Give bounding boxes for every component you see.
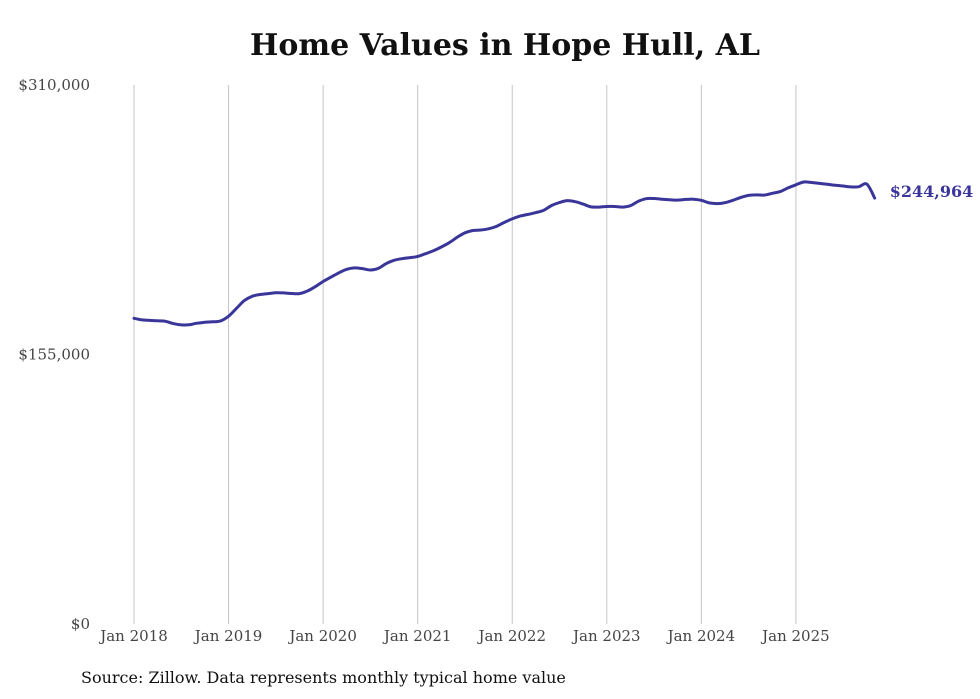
x-tick-label: Jan 2025 xyxy=(760,627,830,645)
x-tick-label: Jan 2023 xyxy=(571,627,641,645)
y-tick-label: $155,000 xyxy=(18,346,90,364)
x-tick-label: Jan 2019 xyxy=(193,627,263,645)
x-tick-label: Jan 2018 xyxy=(98,627,168,645)
source-note: Source: Zillow. Data represents monthly … xyxy=(81,668,566,687)
y-axis-ticks: $0 $155,000 $310,000 xyxy=(18,76,90,633)
grid-lines xyxy=(133,85,797,624)
series-line xyxy=(132,180,877,327)
x-tick-label: Jan 2020 xyxy=(287,627,357,645)
series-layer xyxy=(132,180,877,327)
value-labels: $244,964 xyxy=(890,182,974,201)
y-tick-label: $0 xyxy=(71,615,90,633)
x-axis-ticks: Jan 2018 Jan 2019 Jan 2020 Jan 2021 Jan 2022… xyxy=(98,627,829,645)
x-tick-label: Jan 2022 xyxy=(476,627,546,645)
x-tick-label: Jan 2024 xyxy=(666,627,736,645)
y-tick-label: $310,000 xyxy=(18,76,90,94)
chart-title: Home Values in Hope Hull, AL xyxy=(250,28,760,63)
x-tick-label: Jan 2021 xyxy=(382,627,452,645)
last-value-label: $244,964 xyxy=(890,182,974,201)
